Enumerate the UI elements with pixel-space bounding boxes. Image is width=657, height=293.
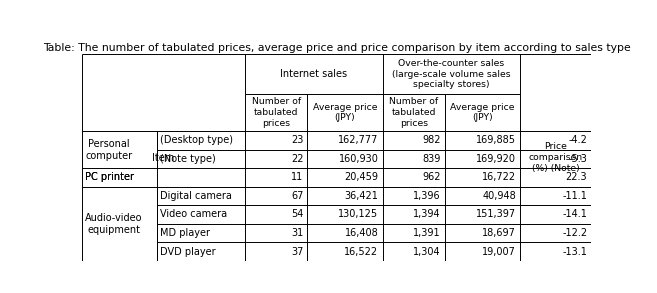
Text: Number of
tabulated
prices: Number of tabulated prices	[389, 97, 438, 128]
Text: -5.3: -5.3	[568, 154, 587, 164]
Text: 11: 11	[291, 172, 304, 182]
Text: 16,722: 16,722	[482, 172, 516, 182]
Text: 169,920: 169,920	[476, 154, 516, 164]
Text: 162,777: 162,777	[338, 135, 378, 145]
Text: Price
comparison
(%) (Note): Price comparison (%) (Note)	[529, 142, 583, 173]
Text: Table: The number of tabulated prices, average price and price comparison by ite: Table: The number of tabulated prices, a…	[43, 43, 631, 53]
Text: 36,421: 36,421	[344, 191, 378, 201]
Text: 982: 982	[422, 135, 441, 145]
Text: -14.1: -14.1	[562, 209, 587, 219]
Text: -4.2: -4.2	[568, 135, 587, 145]
Text: (Desktop type): (Desktop type)	[160, 135, 233, 145]
Text: 40,948: 40,948	[482, 191, 516, 201]
Text: 31: 31	[291, 228, 304, 238]
Text: Number of
tabulated
prices: Number of tabulated prices	[252, 97, 301, 128]
Text: Item: Item	[152, 153, 175, 163]
Text: 37: 37	[291, 246, 304, 256]
Text: 16,408: 16,408	[345, 228, 378, 238]
Text: 1,391: 1,391	[413, 228, 441, 238]
Text: PC printer: PC printer	[85, 172, 134, 182]
Text: 19,007: 19,007	[482, 246, 516, 256]
Text: Over-the-counter sales
(large-scale volume sales
specialty stores): Over-the-counter sales (large-scale volu…	[392, 59, 510, 89]
Text: Personal
computer: Personal computer	[85, 139, 132, 161]
Text: 18,697: 18,697	[482, 228, 516, 238]
Text: -13.1: -13.1	[562, 246, 587, 256]
Text: Average price
(JPY): Average price (JPY)	[313, 103, 377, 122]
Text: 1,304: 1,304	[413, 246, 441, 256]
Text: (Note type): (Note type)	[160, 154, 216, 164]
Text: 22.3: 22.3	[566, 172, 587, 182]
Text: 54: 54	[291, 209, 304, 219]
Text: -11.1: -11.1	[562, 191, 587, 201]
Text: 151,397: 151,397	[476, 209, 516, 219]
Text: 22: 22	[291, 154, 304, 164]
Text: 160,930: 160,930	[338, 154, 378, 164]
Text: 130,125: 130,125	[338, 209, 378, 219]
Text: PC printer: PC printer	[85, 172, 134, 182]
Text: Video camera: Video camera	[160, 209, 227, 219]
Text: DVD player: DVD player	[160, 246, 216, 256]
Text: Digital camera: Digital camera	[160, 191, 232, 201]
Text: -12.2: -12.2	[562, 228, 587, 238]
Text: 1,394: 1,394	[413, 209, 441, 219]
Text: 169,885: 169,885	[476, 135, 516, 145]
Text: 20,459: 20,459	[344, 172, 378, 182]
Text: 67: 67	[291, 191, 304, 201]
Text: Audio-video
equipment: Audio-video equipment	[85, 213, 143, 235]
Text: MD player: MD player	[160, 228, 210, 238]
Text: Internet sales: Internet sales	[281, 69, 348, 79]
Text: 16,522: 16,522	[344, 246, 378, 256]
Text: 962: 962	[422, 172, 441, 182]
Text: Average price
(JPY): Average price (JPY)	[450, 103, 514, 122]
Text: 23: 23	[291, 135, 304, 145]
Text: 839: 839	[422, 154, 441, 164]
Text: 1,396: 1,396	[413, 191, 441, 201]
